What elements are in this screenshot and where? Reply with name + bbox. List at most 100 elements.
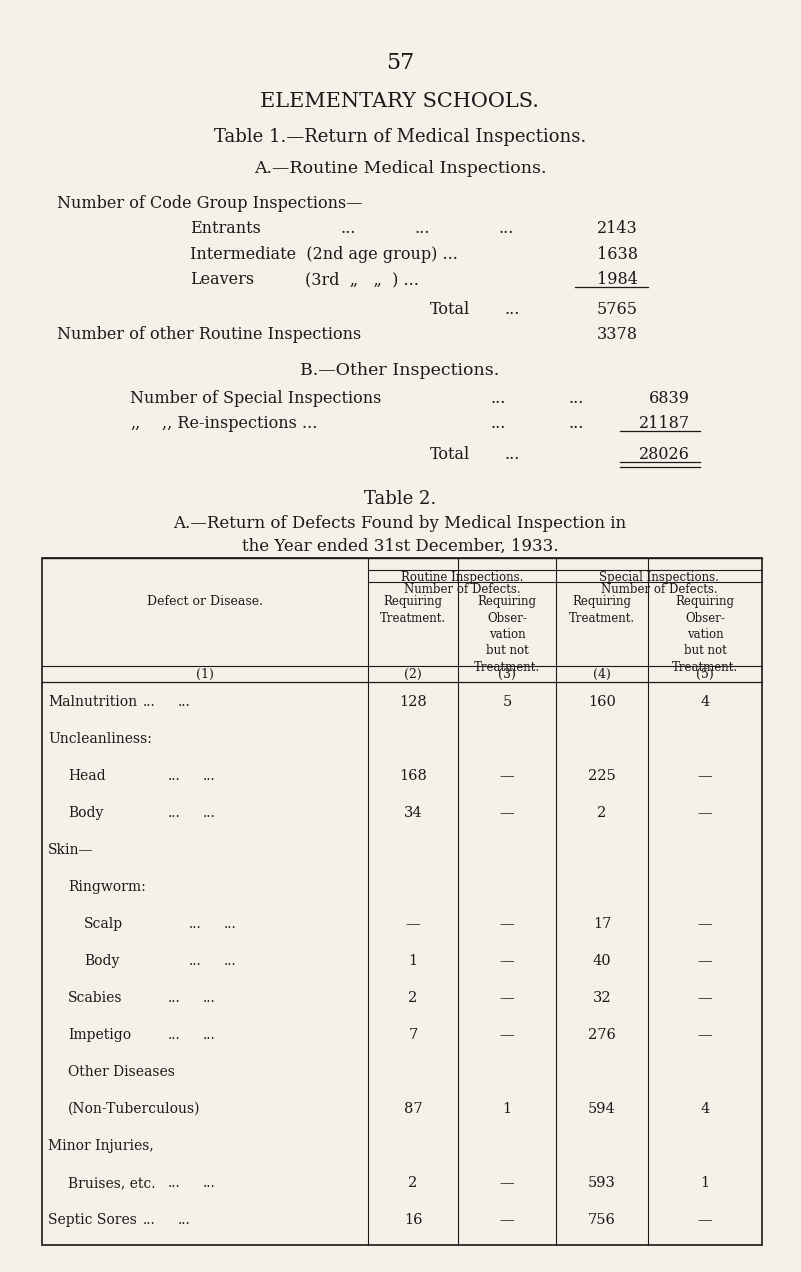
Text: 2: 2: [598, 806, 606, 820]
Text: Routine Inspections.: Routine Inspections.: [400, 571, 523, 584]
Text: ...: ...: [224, 954, 237, 968]
Text: (4): (4): [593, 668, 611, 681]
Text: Number of Special Inspections: Number of Special Inspections: [130, 391, 381, 407]
Text: Number of Defects.: Number of Defects.: [404, 583, 521, 597]
Text: Total: Total: [430, 301, 470, 318]
Text: 6839: 6839: [649, 391, 690, 407]
Text: ...: ...: [178, 695, 191, 709]
Text: Number of Code Group Inspections—: Number of Code Group Inspections—: [57, 195, 362, 212]
Text: A.—Routine Medical Inspections.: A.—Routine Medical Inspections.: [254, 160, 546, 177]
Text: 21187: 21187: [639, 415, 690, 432]
Text: Septic Sores: Septic Sores: [48, 1213, 137, 1227]
Text: ...: ...: [568, 391, 583, 407]
Text: —: —: [698, 806, 712, 820]
Text: —: —: [500, 1028, 514, 1042]
Text: ...: ...: [568, 415, 583, 432]
Text: Number of other Routine Inspections: Number of other Routine Inspections: [57, 326, 361, 343]
Text: Requiring
Obser-
vation
but not
Treatment.: Requiring Obser- vation but not Treatmen…: [474, 595, 540, 674]
Text: ...: ...: [178, 1213, 191, 1227]
Text: 2: 2: [409, 1177, 417, 1191]
Text: 225: 225: [588, 770, 616, 784]
Text: —: —: [698, 1213, 712, 1227]
Text: Malnutrition: Malnutrition: [48, 695, 137, 709]
Text: 4: 4: [700, 1102, 710, 1116]
Text: Requiring
Treatment.: Requiring Treatment.: [569, 595, 635, 625]
Text: ...: ...: [203, 806, 215, 820]
Text: 4: 4: [700, 695, 710, 709]
Text: ...: ...: [189, 954, 202, 968]
Text: Skin—: Skin—: [48, 843, 94, 857]
Text: 168: 168: [399, 770, 427, 784]
Text: Entrants: Entrants: [190, 220, 261, 237]
Text: Impetigo: Impetigo: [68, 1028, 131, 1042]
Text: ...: ...: [415, 220, 430, 237]
Text: (Non-Tuberculous): (Non-Tuberculous): [68, 1102, 200, 1116]
Text: ...: ...: [203, 770, 215, 784]
Text: ,, Re-inspections ...: ,, Re-inspections ...: [162, 415, 317, 432]
Bar: [42, 558, 762, 1245]
Text: ...: ...: [168, 806, 181, 820]
Text: Minor Injuries,: Minor Injuries,: [48, 1138, 154, 1152]
Text: ...: ...: [168, 991, 181, 1005]
Text: 756: 756: [588, 1213, 616, 1227]
Text: 28026: 28026: [639, 446, 690, 463]
Text: ...: ...: [203, 1028, 215, 1042]
Text: Ringworm:: Ringworm:: [68, 880, 146, 894]
Text: ...: ...: [189, 917, 202, 931]
Text: —: —: [698, 770, 712, 784]
Text: 2: 2: [409, 991, 417, 1005]
Text: 7: 7: [409, 1028, 417, 1042]
Text: 40: 40: [593, 954, 611, 968]
Text: Total: Total: [430, 446, 470, 463]
Text: —: —: [405, 917, 421, 931]
Text: ...: ...: [203, 1177, 215, 1191]
Text: (3): (3): [498, 668, 516, 681]
Text: Requiring
Treatment.: Requiring Treatment.: [380, 595, 446, 625]
Text: Bruises, etc.: Bruises, etc.: [68, 1177, 155, 1191]
Text: —: —: [698, 954, 712, 968]
Text: 594: 594: [588, 1102, 616, 1116]
Text: ...: ...: [490, 391, 505, 407]
Text: Special Inspections.: Special Inspections.: [599, 571, 719, 584]
Text: Intermediate  (2nd age group) ...: Intermediate (2nd age group) ...: [190, 245, 458, 263]
Text: Scabies: Scabies: [68, 991, 123, 1005]
Text: (1): (1): [196, 668, 214, 681]
Text: 1: 1: [700, 1177, 710, 1191]
Text: ...: ...: [203, 991, 215, 1005]
Text: (3rd  „   „  ) ...: (3rd „ „ ) ...: [305, 271, 419, 287]
Text: ...: ...: [498, 220, 513, 237]
Text: ...: ...: [340, 220, 356, 237]
Text: ...: ...: [490, 415, 505, 432]
Text: Defect or Disease.: Defect or Disease.: [147, 595, 263, 608]
Text: B.—Other Inspections.: B.—Other Inspections.: [300, 363, 500, 379]
Text: (5): (5): [696, 668, 714, 681]
Text: —: —: [698, 1028, 712, 1042]
Text: ...: ...: [505, 446, 521, 463]
Text: —: —: [500, 1177, 514, 1191]
Text: Requiring
Obser-
vation
but not
Treatment.: Requiring Obser- vation but not Treatmen…: [672, 595, 738, 674]
Text: Table 1.—Return of Medical Inspections.: Table 1.—Return of Medical Inspections.: [214, 128, 586, 146]
Text: Other Diseases: Other Diseases: [68, 1065, 175, 1079]
Text: A.—Return of Defects Found by Medical Inspection in: A.—Return of Defects Found by Medical In…: [174, 515, 626, 532]
Text: 57: 57: [386, 52, 414, 74]
Text: the Year ended 31st December, 1933.: the Year ended 31st December, 1933.: [242, 538, 558, 555]
Text: 593: 593: [588, 1177, 616, 1191]
Text: ...: ...: [143, 695, 155, 709]
Text: ELEMENTARY SCHOOLS.: ELEMENTARY SCHOOLS.: [260, 92, 540, 111]
Text: Body: Body: [68, 806, 103, 820]
Text: ,,: ,,: [130, 415, 140, 432]
Text: Leavers: Leavers: [190, 271, 254, 287]
Text: 32: 32: [593, 991, 611, 1005]
Text: ...: ...: [143, 1213, 155, 1227]
Text: Scalp: Scalp: [84, 917, 123, 931]
Text: —: —: [698, 917, 712, 931]
Text: (2): (2): [405, 668, 422, 681]
Text: —: —: [500, 991, 514, 1005]
Text: 160: 160: [588, 695, 616, 709]
Text: Body: Body: [84, 954, 119, 968]
Text: 276: 276: [588, 1028, 616, 1042]
Text: Number of Defects.: Number of Defects.: [601, 583, 718, 597]
Text: —: —: [500, 1213, 514, 1227]
Text: Head: Head: [68, 770, 106, 784]
Text: ...: ...: [168, 1028, 181, 1042]
